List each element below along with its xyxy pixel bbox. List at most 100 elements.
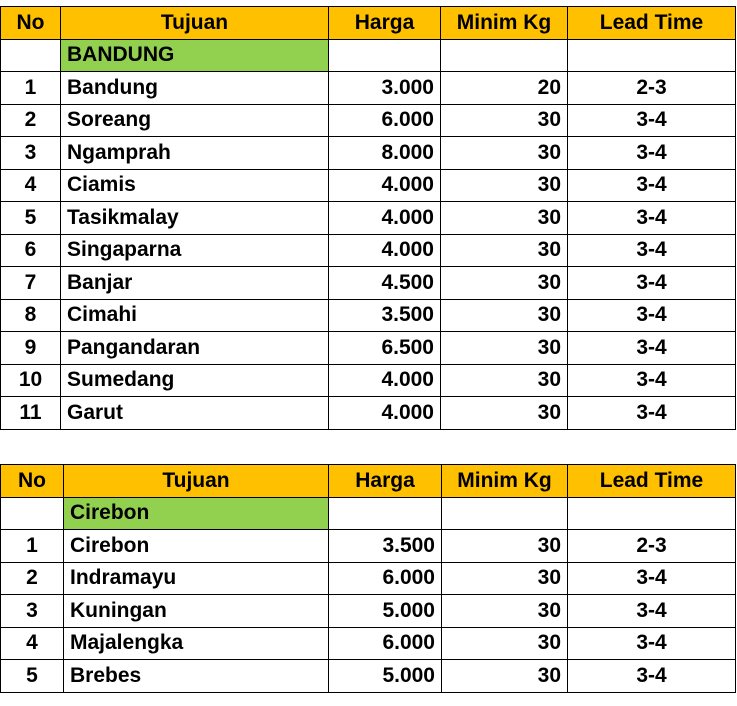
header-no: No bbox=[0, 6, 61, 40]
table-body-bandung: No Tujuan Harga Minim Kg Lead Time BANDU… bbox=[0, 6, 736, 430]
cell-no: 3 bbox=[0, 594, 64, 628]
cell-minim-kg: 30 bbox=[440, 103, 568, 137]
cell-no: 9 bbox=[0, 331, 61, 365]
cell-harga: 3.500 bbox=[328, 529, 442, 563]
header-minim-kg: Minim Kg bbox=[441, 464, 568, 498]
region-label: Cirebon bbox=[63, 496, 329, 530]
table-row: 4 Majalengka 6.000 30 3-4 bbox=[0, 626, 736, 660]
cell-minim-kg: 30 bbox=[440, 201, 568, 235]
cell-lead-time: 3-4 bbox=[567, 168, 736, 202]
cell-harga: 5.000 bbox=[328, 659, 442, 693]
cell-harga: 3.500 bbox=[328, 298, 441, 332]
cell-lead-time: 3-4 bbox=[567, 298, 736, 332]
table-row: 4 Ciamis 4.000 30 3-4 bbox=[0, 168, 736, 202]
table-row: 11 Garut 4.000 30 3-4 bbox=[0, 396, 736, 430]
table-row: 3 Ngamprah 8.000 30 3-4 bbox=[0, 136, 736, 170]
header-harga: Harga bbox=[328, 464, 442, 498]
header-row: No Tujuan Harga Minim Kg Lead Time bbox=[0, 464, 736, 498]
cell-tujuan: Brebes bbox=[63, 659, 329, 693]
cell-no: 3 bbox=[0, 136, 61, 170]
cell-tujuan: Bandung bbox=[60, 71, 329, 105]
cell-no: 4 bbox=[0, 168, 61, 202]
cell-lead-time: 3-4 bbox=[567, 396, 736, 430]
table-row: 1 Bandung 3.000 20 2-3 bbox=[0, 71, 736, 105]
region-row: Cirebon bbox=[0, 496, 736, 530]
cell-harga: 5.000 bbox=[328, 594, 442, 628]
cell-no: 1 bbox=[0, 529, 64, 563]
cell-harga: 6.000 bbox=[328, 626, 442, 660]
cell-harga: 4.000 bbox=[328, 363, 441, 397]
cell-harga: 6.000 bbox=[328, 103, 441, 137]
cell-lead-time: 2-3 bbox=[567, 71, 736, 105]
cell-lead-time: 2-3 bbox=[567, 529, 736, 563]
cell-minim-kg: 30 bbox=[440, 136, 568, 170]
table-row: 6 Singaparna 4.000 30 3-4 bbox=[0, 233, 736, 267]
cell-minim-kg: 30 bbox=[440, 396, 568, 430]
cell-harga: 4.000 bbox=[328, 168, 441, 202]
cell-no: 2 bbox=[0, 103, 61, 137]
cell-no: 8 bbox=[0, 298, 61, 332]
region-row: BANDUNG bbox=[0, 38, 736, 72]
header-tujuan: Tujuan bbox=[60, 6, 329, 40]
header-tujuan: Tujuan bbox=[63, 464, 329, 498]
table-body-cirebon: No Tujuan Harga Minim Kg Lead Time Cireb… bbox=[0, 464, 736, 693]
cell-minim-kg: 30 bbox=[441, 626, 568, 660]
cell-tujuan: Majalengka bbox=[63, 626, 329, 660]
cell-harga: 4.500 bbox=[328, 266, 441, 300]
table-row: 10 Sumedang 4.000 30 3-4 bbox=[0, 363, 736, 397]
cell-tujuan: Soreang bbox=[60, 103, 329, 137]
cell-lead-time: 3-4 bbox=[567, 233, 736, 267]
table-row: 5 Tasikmalay 4.000 30 3-4 bbox=[0, 201, 736, 235]
cell-lead-time: 3-4 bbox=[567, 201, 736, 235]
header-lead-time: Lead Time bbox=[567, 464, 736, 498]
cell-minim-kg: 20 bbox=[440, 71, 568, 105]
cell-tujuan: Garut bbox=[60, 396, 329, 430]
cell-harga: 4.000 bbox=[328, 396, 441, 430]
header-row: No Tujuan Harga Minim Kg Lead Time bbox=[0, 6, 736, 40]
cell-tujuan: Sumedang bbox=[60, 363, 329, 397]
cell-harga: 6.500 bbox=[328, 331, 441, 365]
header-no: No bbox=[0, 464, 64, 498]
cell-minim-kg: 30 bbox=[440, 233, 568, 267]
cell-no: 7 bbox=[0, 266, 61, 300]
cell-minim-kg: 30 bbox=[440, 266, 568, 300]
cell-tujuan: Cimahi bbox=[60, 298, 329, 332]
cell-tujuan: Tasikmalay bbox=[60, 201, 329, 235]
cell-lead-time: 3-4 bbox=[567, 594, 736, 628]
tariff-table-bandung: No Tujuan Harga Minim Kg Lead Time BANDU… bbox=[0, 6, 736, 430]
cell-lead-time: 3-4 bbox=[567, 266, 736, 300]
cell-minim-kg: 30 bbox=[440, 168, 568, 202]
cell-lead-time: 3-4 bbox=[567, 363, 736, 397]
cell-no: 10 bbox=[0, 363, 61, 397]
region-label: BANDUNG bbox=[60, 38, 329, 72]
cell-tujuan: Banjar bbox=[60, 266, 329, 300]
tariff-table-cirebon: No Tujuan Harga Minim Kg Lead Time Cireb… bbox=[0, 464, 736, 693]
cell-lead-time: 3-4 bbox=[567, 659, 736, 693]
table-row: 1 Cirebon 3.500 30 2-3 bbox=[0, 529, 736, 563]
cell-tujuan: Ciamis bbox=[60, 168, 329, 202]
cell-harga: 3.000 bbox=[328, 71, 441, 105]
cell-no: 5 bbox=[0, 201, 61, 235]
cell-no: 4 bbox=[0, 626, 64, 660]
table-row: 8 Cimahi 3.500 30 3-4 bbox=[0, 298, 736, 332]
table-row: 3 Kuningan 5.000 30 3-4 bbox=[0, 594, 736, 628]
cell-minim-kg: 30 bbox=[441, 529, 568, 563]
cell-no: 1 bbox=[0, 71, 61, 105]
cell-minim-kg: 30 bbox=[440, 363, 568, 397]
cell-lead-time: 3-4 bbox=[567, 626, 736, 660]
cell-tujuan: Cirebon bbox=[63, 529, 329, 563]
cell-minim-kg: 30 bbox=[441, 659, 568, 693]
table-row: 2 Indramayu 6.000 30 3-4 bbox=[0, 561, 736, 595]
cell-tujuan: Ngamprah bbox=[60, 136, 329, 170]
cell-no: 6 bbox=[0, 233, 61, 267]
cell-tujuan: Kuningan bbox=[63, 594, 329, 628]
cell-no: 11 bbox=[0, 396, 61, 430]
header-harga: Harga bbox=[328, 6, 441, 40]
cell-tujuan: Indramayu bbox=[63, 561, 329, 595]
header-minim-kg: Minim Kg bbox=[440, 6, 568, 40]
cell-lead-time: 3-4 bbox=[567, 561, 736, 595]
cell-harga: 8.000 bbox=[328, 136, 441, 170]
cell-minim-kg: 30 bbox=[440, 331, 568, 365]
cell-tujuan: Pangandaran bbox=[60, 331, 329, 365]
cell-harga: 6.000 bbox=[328, 561, 442, 595]
